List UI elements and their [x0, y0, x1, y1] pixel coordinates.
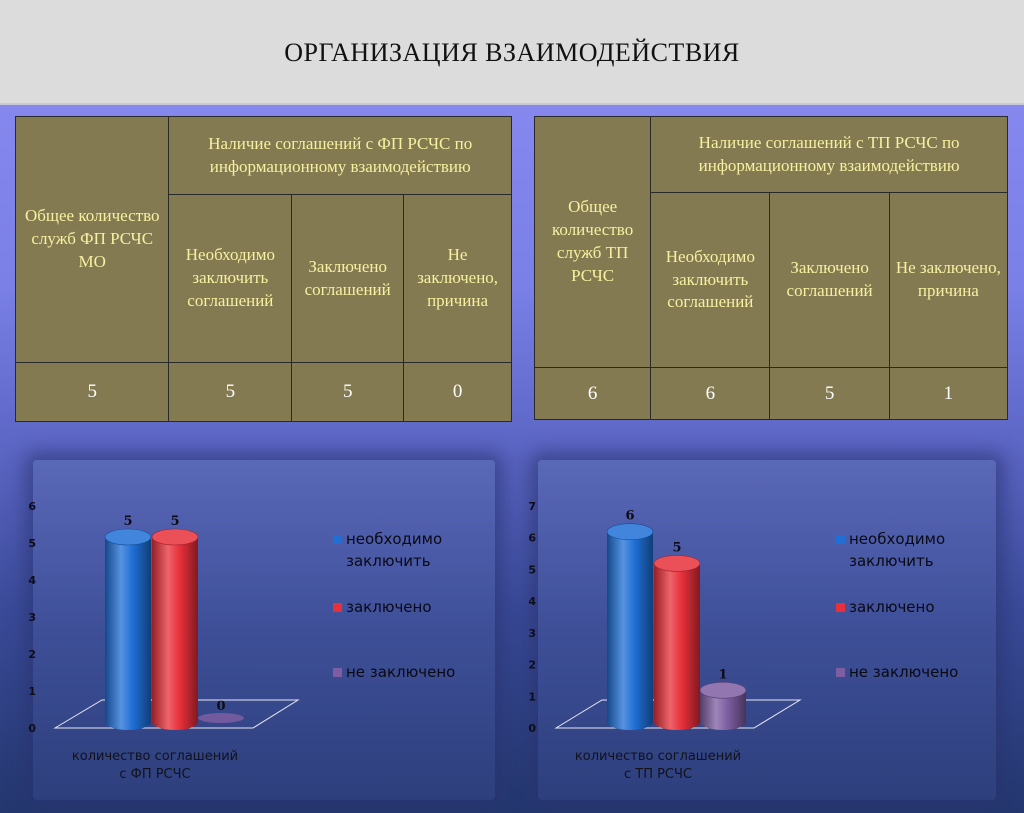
bar-cylinder — [105, 537, 151, 730]
agreements-group-header: Наличие соглашений с ТП РСЧС по информац… — [650, 116, 1008, 193]
not-concluded-header: Не заключено, причина — [888, 192, 1009, 368]
fp-chart-category-label: количество соглашений с ФП РСЧС — [55, 748, 255, 783]
bar-top — [198, 713, 244, 723]
bar-value-label: 6 — [625, 509, 634, 524]
y-tick-label: 6 — [528, 532, 536, 545]
y-tick-label: 5 — [528, 563, 536, 576]
y-tick-label: 3 — [528, 627, 536, 640]
bar-top — [606, 523, 654, 541]
tp-chart-category-label: количество соглашений с ТП РСЧС — [558, 748, 758, 783]
bar-value-label: 5 — [170, 514, 179, 529]
needed-agreements-value: 5 — [168, 362, 293, 422]
legend-swatch-purple — [333, 668, 342, 677]
bar-top — [104, 528, 152, 546]
y-tick-label: 2 — [28, 648, 36, 661]
total-services-header: Общее количество служб ТП РСЧС — [533, 116, 652, 368]
y-tick-label: 5 — [28, 537, 36, 550]
category-label-line: количество соглашений — [71, 749, 239, 764]
category-label-line: с ФП РСЧС — [119, 766, 191, 782]
not-concluded-value: 1 — [888, 367, 1009, 420]
legend-line: заключить — [346, 551, 431, 570]
legend-line: не заключено — [346, 663, 456, 681]
y-tick-label: 0 — [528, 722, 536, 735]
legend-line: заключено — [346, 598, 432, 616]
header-bar: ОРГАНИЗАЦИЯ ВЗАИМОДЕЙСТВИЯ — [0, 0, 1024, 105]
needed-agreements-header: Необходимо заключить соглашений — [168, 194, 293, 363]
needed-agreements-header: Необходимо заключить соглашений — [650, 192, 771, 368]
page-title: ОРГАНИЗАЦИЯ ВЗАИМОДЕЙСТВИЯ — [284, 38, 740, 67]
not-concluded-value: 0 — [403, 362, 512, 422]
legend-item-not-concluded: не заключено — [333, 662, 455, 684]
bar-cylinder — [700, 690, 746, 730]
category-label-line: количество соглашений — [574, 749, 742, 764]
y-tick-label: 1 — [528, 690, 536, 703]
bar-value-label: 5 — [123, 514, 132, 529]
bar-top — [653, 555, 701, 572]
total-services-value: 6 — [533, 367, 652, 420]
legend-line: заключить — [849, 551, 934, 570]
total-services-value: 5 — [14, 362, 170, 422]
legend-line: необходимо — [849, 530, 946, 548]
fp-agreements-table: Общее количество служб ФП РСЧС МО Наличи… — [14, 116, 512, 422]
legend-item-needed: необходимо заключить — [836, 529, 945, 573]
y-tick-label: 0 — [28, 722, 36, 735]
concluded-agreements-value: 5 — [291, 362, 405, 422]
bar-cylinder — [654, 563, 700, 730]
bar-cylinder — [152, 537, 198, 730]
y-tick-label: 7 — [528, 500, 536, 513]
y-tick-label: 1 — [28, 685, 36, 698]
y-tick-label: 2 — [528, 659, 536, 672]
bar-value-label: 1 — [718, 667, 727, 682]
legend-swatch-red — [836, 603, 845, 612]
needed-agreements-value: 6 — [650, 367, 771, 420]
y-tick-label: 4 — [528, 595, 536, 608]
legend-line: не заключено — [849, 663, 959, 681]
total-services-header: Общее количество служб ФП РСЧС МО — [14, 116, 170, 363]
legend-item-needed: необходимо заключить — [333, 529, 442, 573]
bar-top — [699, 681, 747, 699]
legend-swatch-blue — [836, 535, 845, 544]
concluded-agreements-value: 5 — [769, 367, 890, 420]
legend-label: необходимо заключить — [849, 529, 945, 573]
legend-swatch-blue — [333, 535, 342, 544]
bar-value-label: 5 — [672, 540, 681, 555]
legend-swatch-purple — [836, 668, 845, 677]
bar-cylinder — [607, 531, 653, 730]
concluded-agreements-header: Заключено соглашений — [291, 194, 405, 363]
legend-line: необходимо — [346, 530, 443, 548]
legend-label: необходимо заключить — [346, 529, 442, 573]
y-tick-label: 3 — [28, 611, 36, 624]
not-concluded-header: Не заключено, причина — [403, 194, 512, 363]
legend-swatch-red — [333, 603, 342, 612]
category-label-line: с ТП РСЧС — [623, 766, 693, 782]
legend-item-concluded: заключено — [836, 597, 935, 619]
legend-line: заключено — [849, 598, 935, 616]
y-tick-label: 6 — [28, 500, 36, 513]
y-tick-label: 4 — [28, 574, 36, 587]
agreements-group-header: Наличие соглашений с ФП РСЧС по информац… — [168, 116, 512, 195]
tp-agreements-table: Общее количество служб ТП РСЧС Наличие с… — [533, 116, 1009, 420]
bar-value-label: 0 — [216, 699, 225, 714]
legend-item-not-concluded: не заключено — [836, 662, 958, 684]
legend-item-concluded: заключено — [333, 597, 432, 619]
bar-top — [151, 528, 199, 546]
